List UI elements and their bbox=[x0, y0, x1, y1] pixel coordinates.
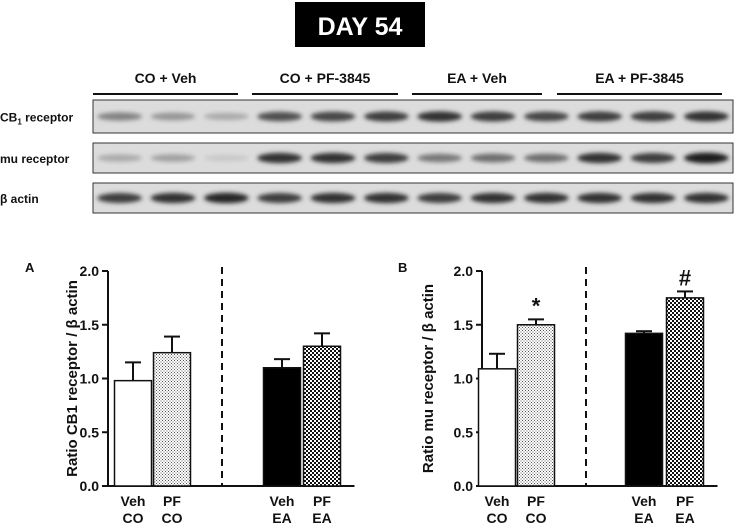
blot-band bbox=[363, 111, 409, 122]
blot-band bbox=[310, 111, 356, 122]
blot-band bbox=[257, 111, 303, 122]
blot-band bbox=[523, 111, 569, 122]
blot-strip bbox=[92, 182, 734, 214]
blot-band bbox=[203, 192, 249, 204]
blot-band bbox=[417, 111, 463, 122]
blot-group-label: CO + Veh bbox=[135, 70, 197, 86]
x-tick-label: PF bbox=[163, 493, 181, 509]
blot-band bbox=[470, 153, 516, 163]
blot-row-label: CB1 receptor bbox=[0, 111, 73, 127]
blot-band bbox=[150, 112, 196, 121]
x-tick-label: PF bbox=[313, 493, 331, 509]
chart-b: B Ratio mu receptor / β actin 0.0 0.5 1.0 1.5… bbox=[398, 260, 718, 526]
blot-band bbox=[257, 193, 303, 203]
blot-row: mu receptor bbox=[0, 142, 734, 174]
blot-group-label: EA + PF-3845 bbox=[595, 70, 684, 86]
y-tick-label: 2.0 bbox=[454, 263, 474, 279]
x-tick-label: CO bbox=[162, 510, 183, 526]
x-tick-label: EA bbox=[634, 510, 653, 526]
blot-band bbox=[630, 111, 676, 122]
blot-band bbox=[470, 192, 516, 204]
x-tick-label: Veh bbox=[632, 493, 657, 509]
x-tick-label: Veh bbox=[485, 493, 510, 509]
blot-band bbox=[257, 152, 303, 164]
bar bbox=[152, 351, 192, 487]
x-tick-label: EA bbox=[312, 510, 331, 526]
blot-band bbox=[310, 152, 356, 164]
blot-band bbox=[683, 192, 729, 204]
bar bbox=[516, 324, 556, 487]
blot-band bbox=[577, 152, 623, 164]
bar bbox=[302, 345, 342, 487]
panel-label: A bbox=[25, 260, 35, 275]
blot-band bbox=[310, 192, 356, 204]
blot-band bbox=[363, 192, 409, 204]
y-tick-label: 0.0 bbox=[454, 478, 474, 494]
x-tick-label: PF bbox=[527, 493, 545, 509]
blot-row: CB1 receptor bbox=[0, 99, 734, 134]
blot-row-label: mu receptor bbox=[0, 152, 70, 166]
blot-group-headers: CO + Veh CO + PF-3845 EA + Veh EA + PF-3845 bbox=[93, 70, 722, 95]
figure-title: DAY 54 bbox=[318, 13, 403, 41]
blot-strip bbox=[92, 99, 734, 134]
blot-band bbox=[470, 111, 516, 122]
bar bbox=[477, 368, 517, 487]
blot-strip bbox=[92, 142, 734, 174]
blot-band bbox=[683, 152, 729, 164]
y-axis-label: Ratio CB1 receptor / β actin bbox=[64, 280, 81, 477]
x-tick-label: Veh bbox=[270, 493, 295, 509]
blot-band bbox=[150, 154, 196, 162]
bar bbox=[113, 379, 153, 487]
title-badge-background bbox=[295, 2, 425, 47]
blot-group-label: CO + PF-3845 bbox=[280, 70, 371, 86]
y-tick-label: 1.5 bbox=[454, 317, 474, 333]
blot-band bbox=[203, 154, 249, 162]
blot-band bbox=[363, 153, 409, 163]
blot-rows: CB1 receptor mu receptor β actin bbox=[0, 99, 734, 214]
title-badge: DAY 54 bbox=[295, 2, 425, 47]
blot-band bbox=[97, 112, 143, 121]
bar bbox=[624, 332, 664, 487]
blot-row-label: β actin bbox=[0, 192, 39, 206]
blot-group-label: EA + Veh bbox=[447, 70, 507, 86]
blot-row: β actin bbox=[0, 182, 734, 214]
blot-band bbox=[523, 192, 569, 204]
blot-band bbox=[150, 192, 196, 204]
y-tick-label: 0.5 bbox=[80, 424, 100, 440]
x-tick-label: CO bbox=[526, 510, 547, 526]
bar bbox=[665, 297, 705, 487]
blot-band bbox=[523, 153, 569, 163]
blot-band bbox=[630, 192, 676, 204]
x-tick-label: EA bbox=[675, 510, 694, 526]
bar bbox=[262, 367, 302, 487]
x-tick-label: Veh bbox=[121, 493, 146, 509]
blot-band bbox=[683, 111, 729, 122]
y-tick-label: 0.5 bbox=[454, 424, 474, 440]
blot-band bbox=[630, 153, 676, 163]
blot-band bbox=[97, 193, 143, 203]
blot-band bbox=[417, 153, 463, 163]
blot-band bbox=[577, 111, 623, 122]
significance-marker: * bbox=[532, 293, 541, 318]
y-axis-label: Ratio mu receptor / β actin bbox=[420, 284, 437, 473]
western-blot: CO + Veh CO + PF-3845 EA + Veh EA + PF-3845… bbox=[0, 70, 734, 214]
y-tick-label: 0.0 bbox=[80, 478, 100, 494]
panel-label: B bbox=[398, 260, 407, 275]
x-tick-label: EA bbox=[272, 510, 291, 526]
significance-marker: # bbox=[679, 265, 691, 290]
blot-band bbox=[577, 192, 623, 204]
x-tick-label: PF bbox=[676, 493, 694, 509]
blot-band bbox=[203, 112, 249, 121]
blot-band bbox=[417, 193, 463, 203]
blot-band bbox=[97, 154, 143, 162]
y-tick-label: 2.0 bbox=[80, 263, 100, 279]
y-tick-label: 1.0 bbox=[454, 371, 474, 387]
x-tick-label: CO bbox=[123, 510, 144, 526]
x-tick-label: CO bbox=[487, 510, 508, 526]
y-tick-label: 1.0 bbox=[80, 371, 100, 387]
y-tick-label: 1.5 bbox=[80, 317, 100, 333]
